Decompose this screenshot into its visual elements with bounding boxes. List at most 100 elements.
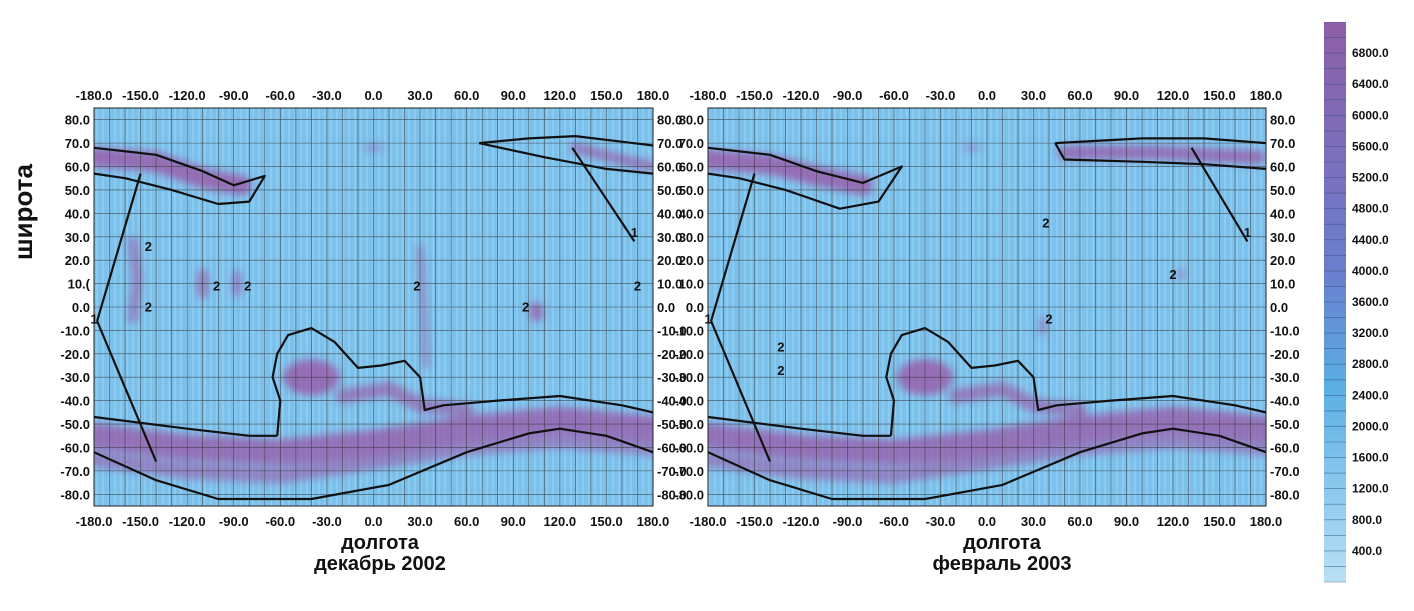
y-tick-label-right: 20.0 (1270, 253, 1295, 268)
map-frame (93, 107, 654, 507)
y-tick-label-right: -70.0 (1270, 464, 1300, 479)
anomaly-band (708, 149, 873, 196)
x-tick-label-bottom: 0.0 (978, 514, 996, 529)
region-label: 2 (413, 279, 420, 294)
colorbar-tick-label: 4400.0 (1352, 233, 1389, 247)
contour-line (96, 320, 158, 462)
x-tick-label-bottom: 60.0 (1067, 514, 1092, 529)
x-tick-label-top: 120.0 (1157, 88, 1190, 103)
anomaly-band (570, 142, 653, 172)
y-tick-label-right: 20.0 (657, 253, 682, 268)
anomaly-spot (1038, 315, 1047, 336)
contour-line (94, 146, 266, 206)
y-tick-label-left: -80.0 (60, 487, 90, 502)
anomaly-band (708, 406, 1266, 466)
x-tick-label-top: 180.0 (1250, 88, 1283, 103)
x-tick-label-top: -150.0 (736, 88, 773, 103)
colorbar-tick-label: 2800.0 (1352, 357, 1389, 371)
x-tick-label-top: 30.0 (1021, 88, 1046, 103)
region-label: 1 (631, 225, 638, 240)
anomaly-band (417, 245, 430, 369)
colorbar-tick-label: 6000.0 (1352, 108, 1389, 122)
x-tick-label-bottom: -30.0 (312, 514, 342, 529)
y-tick-label-left: -50.0 (60, 417, 90, 432)
y-tick-label-left: 0.0 (72, 300, 90, 315)
x-tick-label-top: 60.0 (454, 88, 479, 103)
x-tick-label-bottom: 60.0 (454, 514, 479, 529)
contour-line (1055, 137, 1266, 145)
y-tick-label-left: 80.0 (65, 113, 90, 128)
panel-subtitle-december: декабрь 2002 (314, 553, 446, 575)
region-label: 2 (1042, 215, 1049, 230)
x-tick-label-bottom: 120.0 (544, 514, 577, 529)
y-tick-label-right: 0.0 (1270, 300, 1288, 315)
x-tick-label-top: 30.0 (407, 88, 432, 103)
x-tick-label-top: -30.0 (312, 88, 342, 103)
y-tick-label-right: 80.0 (657, 113, 682, 128)
y-tick-label-right: -40.0 (657, 394, 687, 409)
y-tick-label-left: -70.0 (60, 464, 90, 479)
anomaly-band (128, 236, 143, 324)
graticule (707, 108, 1267, 506)
x-tick-label-bottom: -60.0 (879, 514, 909, 529)
map-panel-december: 2 2 2 2 2 2 1 2 1 -180.0 -180.0 -150.0 -150.0 -120.0-… (0, 0, 700, 606)
region-label: 2 (522, 300, 529, 315)
contours (708, 137, 1266, 501)
x-tick-label-top: 0.0 (364, 88, 382, 103)
x-title-text: долгота (963, 532, 1041, 554)
y-tick-label-left: -20.0 (60, 347, 90, 362)
y-tick-label-left: -10.0 (60, 323, 90, 338)
y-tick-label-right: 80.0 (1270, 113, 1295, 128)
y-tick-label-right: -80.0 (1270, 487, 1300, 502)
x-tick-label-bottom: 180.0 (637, 514, 670, 529)
x-tick-label-bottom: 150.0 (1203, 514, 1236, 529)
x-tick-label-bottom: 90.0 (501, 514, 526, 529)
x-tick-label-top: -120.0 (783, 88, 820, 103)
y-tick-label-right: 60.0 (1270, 160, 1295, 175)
y-tick-label-left: -30.0 (60, 370, 90, 385)
region-label: 2 (1169, 267, 1176, 282)
y-tick-label-right: -30.0 (1270, 370, 1300, 385)
anomaly-spot (963, 143, 980, 152)
colorbar-tick-label: 5600.0 (1352, 139, 1389, 153)
colorbar-tick-label: 1200.0 (1352, 482, 1389, 496)
region-label: 1 (1244, 225, 1251, 240)
contour-line (708, 415, 891, 437)
colorbar-tick-label: 3600.0 (1352, 295, 1389, 309)
x-tick-label-top: -90.0 (219, 88, 249, 103)
anomaly-band (949, 381, 1087, 417)
x-tick-label-top: -150.0 (122, 88, 159, 103)
x-tick-label-bottom: -30.0 (926, 514, 956, 529)
colorbar-tick-label: 3200.0 (1352, 326, 1389, 340)
map-frame (707, 107, 1267, 507)
x-tick-label-bottom: 180.0 (1250, 514, 1283, 529)
x-tick-label-bottom: -90.0 (833, 514, 863, 529)
contour-line (885, 327, 1266, 436)
y-tick-label-left: 20.0 (65, 253, 90, 268)
x-tick-label-top: 150.0 (590, 88, 623, 103)
colorbar-tick-label: 2400.0 (1352, 388, 1389, 402)
y-tick-label-right: -20.0 (657, 347, 687, 362)
anomaly-band (1057, 145, 1266, 165)
y-tick-label-right: -50.0 (1270, 417, 1300, 432)
colorbar-tick-label: 6800.0 (1352, 46, 1389, 60)
y-tick-label-right: -60.0 (657, 440, 687, 455)
y-tick-label-left: 70.0 (65, 136, 90, 151)
y-tick-label-right: 40.0 (657, 206, 682, 221)
region-label: 2 (213, 279, 220, 294)
y-tick-label-right: 50.0 (1270, 183, 1295, 198)
x-tick-label-bottom: -180.0 (76, 514, 113, 529)
y-tick-label-right: 70.0 (657, 136, 682, 151)
contour-line (708, 427, 1266, 501)
x-tick-label-bottom: 30.0 (407, 514, 432, 529)
anomaly-band (708, 432, 1266, 484)
x-tick-label-top: -180.0 (76, 88, 113, 103)
x-tick-label-top: 150.0 (1203, 88, 1236, 103)
y-tick-label-right: -50.0 (657, 417, 687, 432)
contour-line (271, 327, 653, 436)
contours (94, 135, 653, 501)
y-tick-label-right: 60.0 (657, 160, 682, 175)
region-label: 1 (90, 311, 97, 326)
contour-line (94, 427, 653, 501)
y-tick-label-left: 50.0 (65, 183, 90, 198)
